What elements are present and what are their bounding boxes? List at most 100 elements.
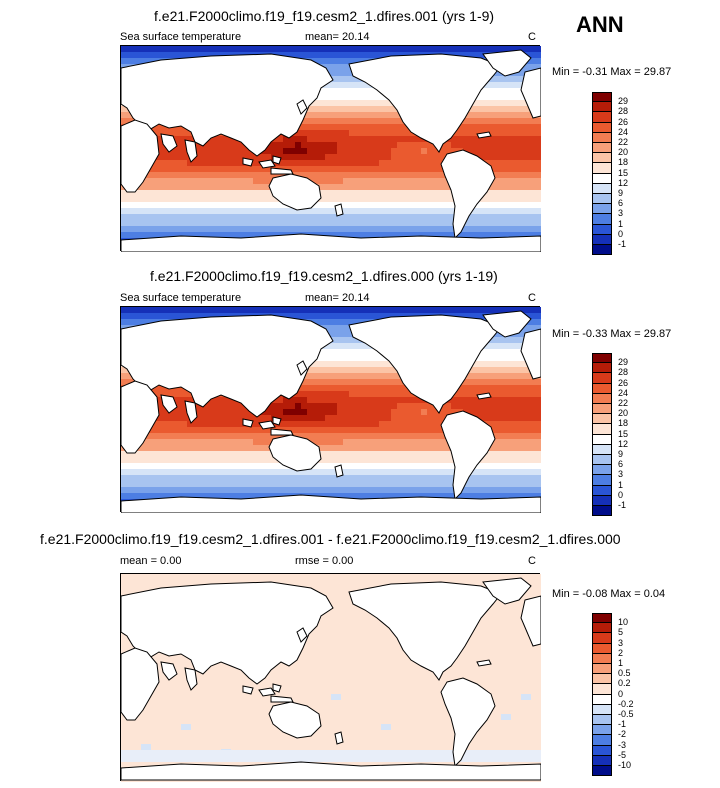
colorbar-label: 2 [618,647,624,658]
colorbar-label: 9 [618,449,624,459]
colorbar-swatch [592,112,612,123]
colorbar-label: 26 [618,116,629,127]
colorbar-swatch [592,214,612,225]
panel3-map-svg [121,574,541,782]
colorbar-label: 26 [618,377,629,388]
colorbar-label: -0.2 [618,698,634,709]
continents [121,49,541,252]
colorbar-label: 15 [618,428,629,439]
colorbar-swatch [592,444,612,455]
colorbar-label: 3 [618,469,624,480]
colorbar-swatch [592,664,612,675]
colorbar-swatch [592,404,612,415]
colorbar-swatch [592,92,612,103]
colorbar-swatch [592,414,612,425]
colorbar-label: 0 [618,688,624,699]
panel2-map [120,306,541,513]
panel3-mean-label: mean = 0.00 [120,555,182,567]
panel2-field-label: Sea surface temperature [120,292,242,304]
colorbar-swatch [592,485,612,496]
colorbar-swatch [592,495,612,506]
colorbar-swatch [592,102,612,113]
panel1-units: C [528,31,536,43]
panel1-field-label: Sea surface temperature [120,31,242,43]
colorbar-swatch [592,353,612,364]
colorbar-swatch [592,623,612,634]
colorbar-label: 1 [618,658,624,668]
panel3-minmax: Min = -0.08 Max = 0.04 [552,588,666,600]
continents [121,310,541,513]
colorbar-label: 28 [618,106,629,117]
colorbar-frame [592,92,612,256]
colorbar-swatch [592,633,612,644]
colorbar-label: 24 [618,387,629,398]
panel1-mean-label: mean= 20.14 [305,31,370,43]
colorbar-frame [592,353,612,517]
colorbar-label: 0 [618,228,624,239]
panel3-rmse-label: rmse = 0.00 [295,555,354,567]
colorbar-swatch [592,204,612,215]
panel1-minmax: Min = -0.31 Max = 29.87 [552,66,672,78]
colorbar-swatch [592,465,612,476]
panel3-units: C [528,555,536,567]
colorbar-swatch [592,373,612,384]
colorbar-swatch [592,183,612,194]
colorbar-swatch [592,173,612,184]
colorbar-label: 15 [618,167,629,178]
colorbar-swatch [592,455,612,466]
colorbar-label: -1 [618,719,627,730]
colorbar-label: 3 [618,208,624,219]
colorbar-label: 29 [618,96,629,107]
colorbar-label: -0.5 [618,709,634,719]
colorbar-label: -5 [618,749,627,760]
colorbar-swatch [592,194,612,205]
colorbar-swatch [592,122,612,133]
colorbar-swatch [592,475,612,486]
colorbar-swatch [592,674,612,685]
colorbar-swatch [592,132,612,143]
colorbar-label: 1 [618,479,624,490]
colorbar-label: 5 [618,627,624,638]
colorbar-label: -1 [618,239,627,249]
panel2-mean-label: mean= 20.14 [305,292,370,304]
panel3-map [120,573,541,782]
panel3-title: f.e21.F2000climo.f19_f19.cesm2_1.dfires.… [40,531,621,547]
colorbar-swatch [592,143,612,154]
colorbar-swatch [592,735,612,746]
colorbar-label: 10 [618,617,629,628]
colorbar-label: 18 [618,157,629,168]
colorbar-label: 6 [618,198,624,209]
continents [121,577,541,781]
colorbar-label: 24 [618,126,629,137]
panel2-title: f.e21.F2000climo.f19_f19.cesm2_1.dfires.… [150,268,498,284]
colorbar-swatch [592,653,612,664]
colorbar-swatch [592,383,612,394]
colorbar-label: 0 [618,489,624,500]
colorbar-label: 12 [618,438,629,449]
colorbar-swatch [592,725,612,736]
colorbar-label: 22 [618,137,629,147]
colorbar-label: -1 [618,500,627,510]
panel2-map-svg [121,307,541,513]
colorbar-swatch [592,755,612,766]
colorbar-swatch [592,715,612,726]
colorbar-swatch [592,684,612,695]
colorbar-swatch [592,434,612,445]
season-label: ANN [576,12,624,37]
colorbar-swatch [592,704,612,715]
panel1-map-svg [121,46,541,252]
colorbar-swatch [592,643,612,654]
colorbar-frame [592,613,612,777]
colorbar-swatch [592,424,612,435]
colorbar-label: -3 [618,739,627,750]
colorbar-label: 20 [618,408,629,419]
colorbar-swatch [592,393,612,404]
colorbar-label: 22 [618,398,629,408]
colorbar-swatch [592,163,612,174]
colorbar-label: 3 [618,637,624,648]
colorbar-label: 20 [618,147,629,158]
panel1-map [120,45,541,252]
colorbar-swatch [592,613,612,624]
panel2-units: C [528,292,536,304]
colorbar-label: 6 [618,459,624,470]
